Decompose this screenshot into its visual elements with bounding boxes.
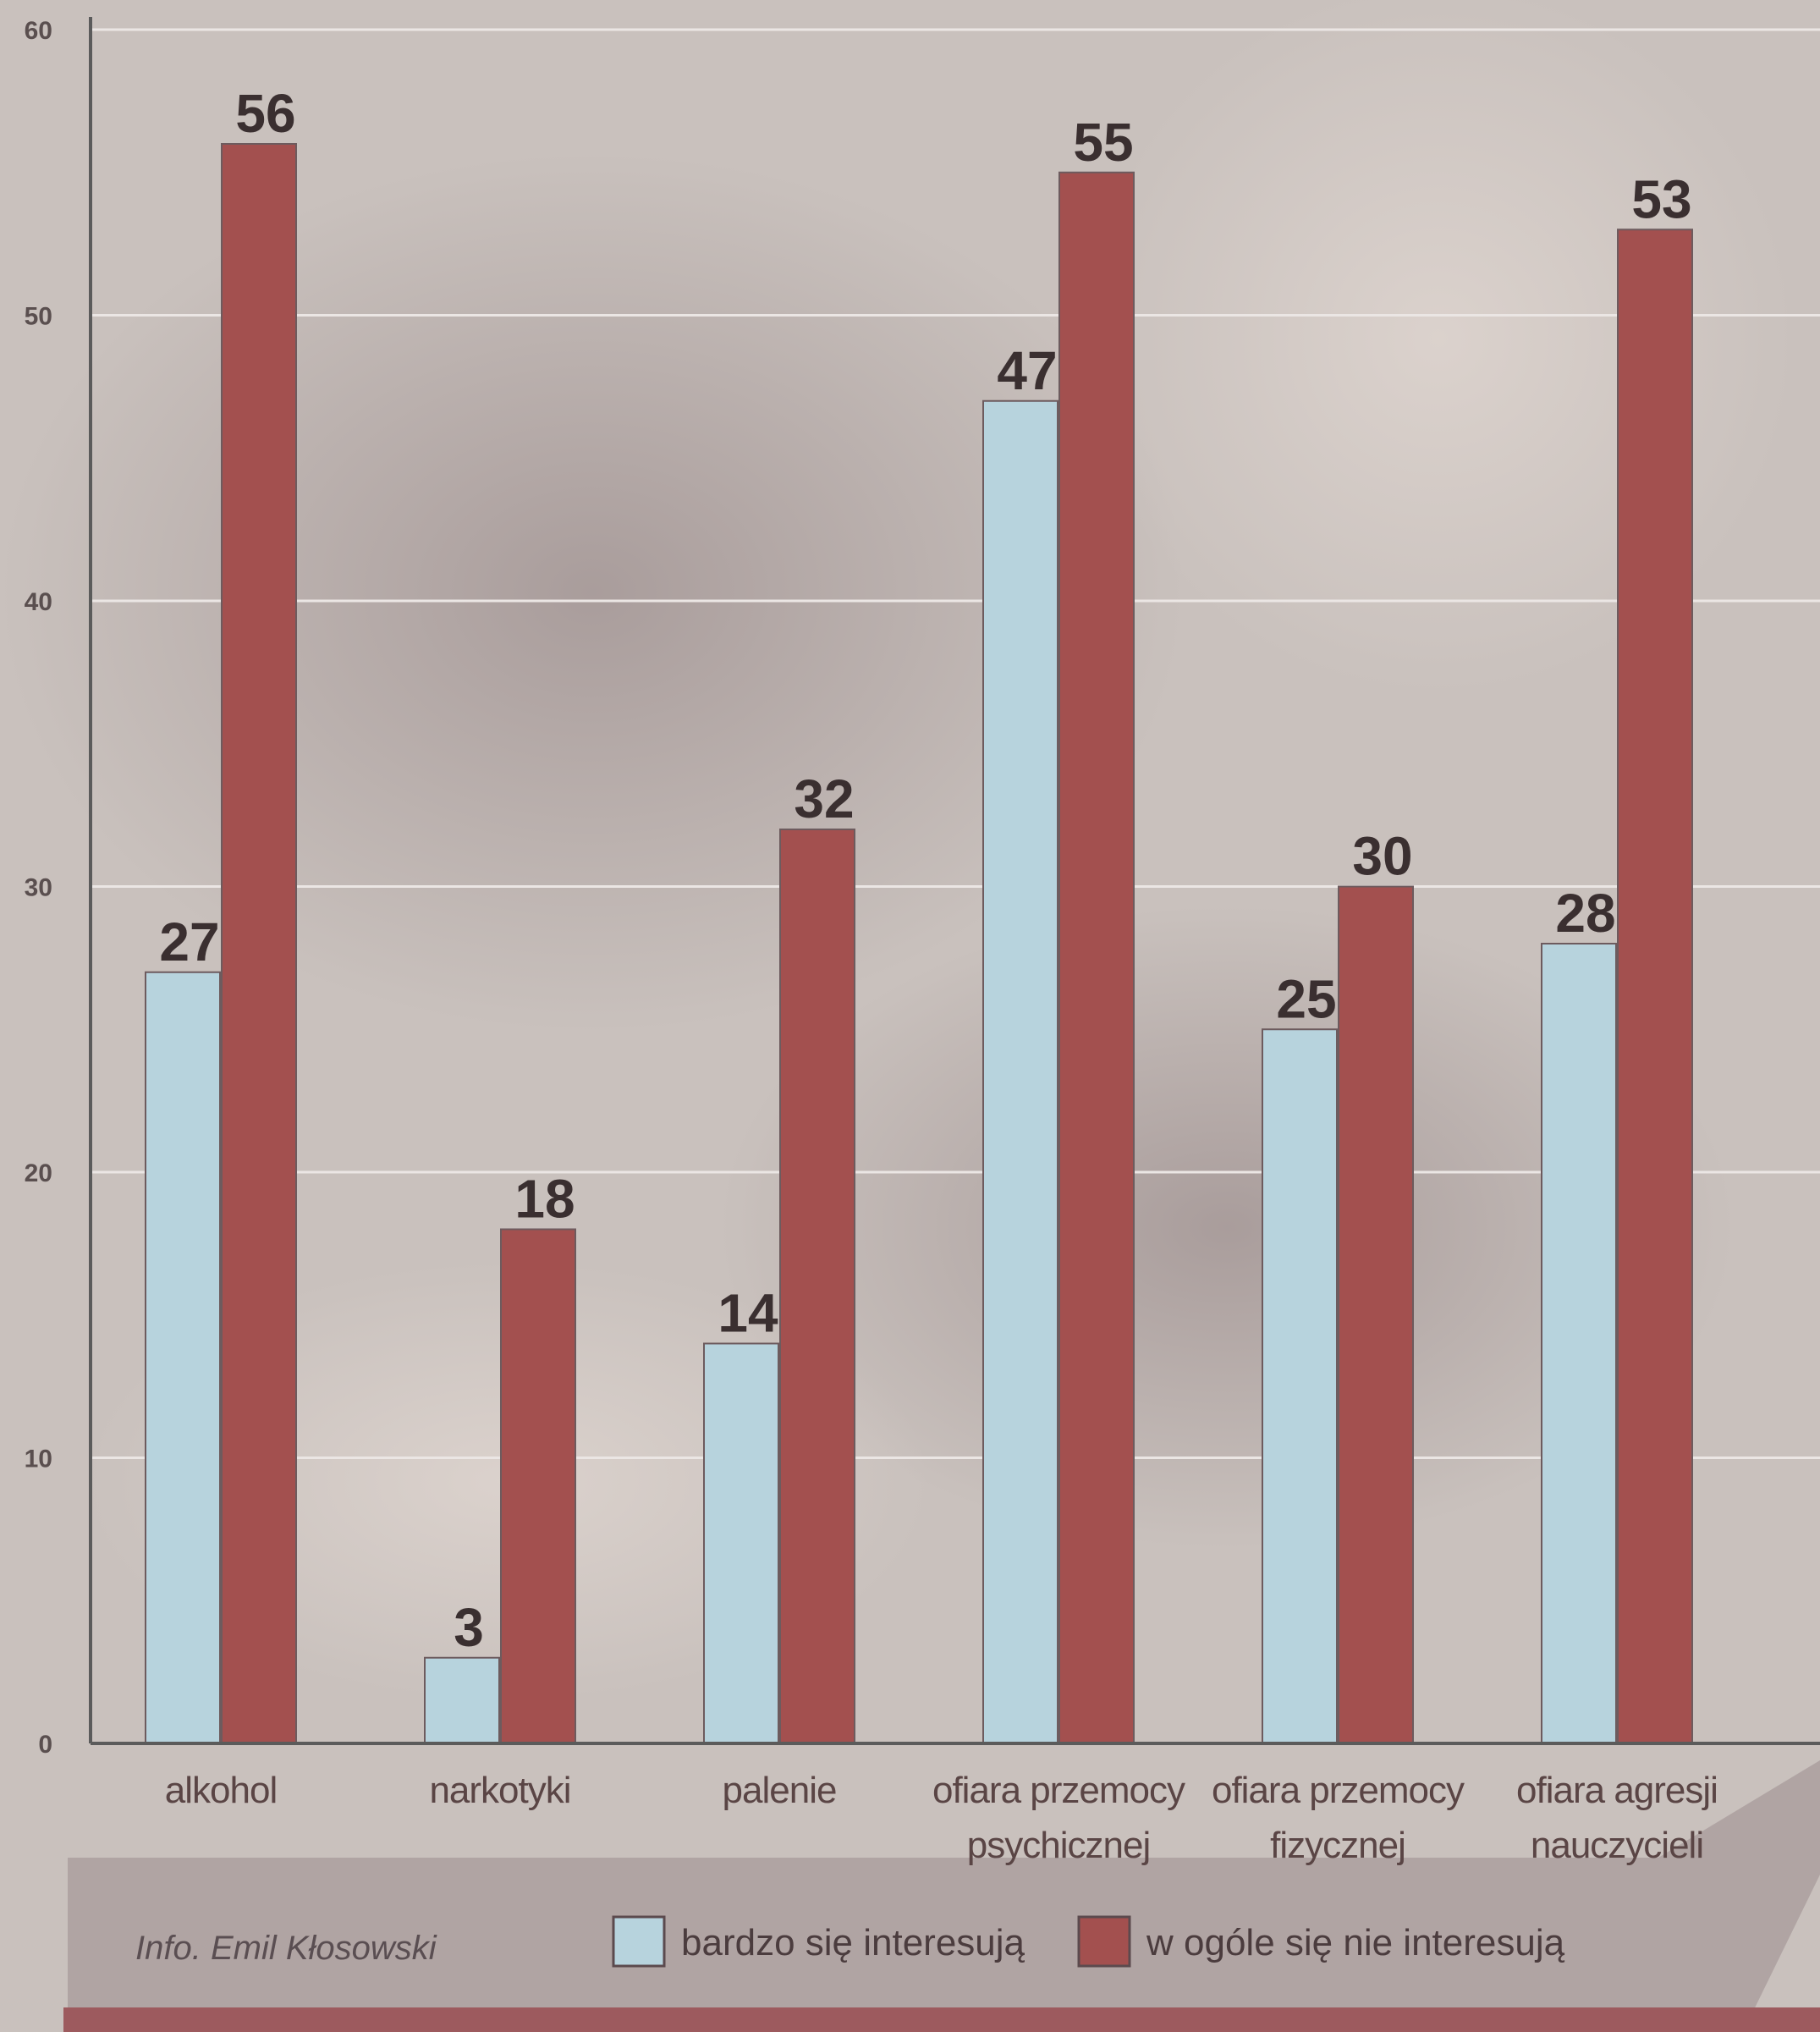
- footer-band: [68, 1760, 1820, 2032]
- bar-1-series-0: [424, 1656, 500, 1744]
- x-category-label-1-0: narkotyki: [429, 1770, 570, 1811]
- x-category-label-0-0: alkohol: [165, 1770, 277, 1811]
- x-category-label-3-0: ofiara przemocy: [932, 1770, 1185, 1811]
- value-label-5-series-1: 53: [1631, 168, 1691, 229]
- y-tick-label-6: 60: [25, 17, 52, 45]
- bar-0-series-1: [221, 143, 297, 1744]
- x-category-label-5-0: ofiara agresji: [1516, 1770, 1718, 1811]
- bar-0-series-0: [145, 971, 221, 1744]
- y-tick-label-4: 40: [25, 588, 52, 616]
- x-category-label-4-1: fizycznej: [1270, 1825, 1405, 1866]
- value-label-2-series-0: 14: [718, 1283, 778, 1344]
- x-axis-category-labels: alkohol narkotyki palenie ofiara przemocy ps…: [165, 1770, 1718, 1866]
- bar-3-series-1: [1058, 171, 1135, 1744]
- value-label-5-series-0: 28: [1555, 883, 1615, 944]
- y-tick-label-2: 20: [25, 1159, 52, 1187]
- x-category-label-2-0: palenie: [723, 1770, 837, 1811]
- bar-2-series-0: [703, 1342, 779, 1744]
- value-label-1-series-0: 3: [454, 1597, 484, 1658]
- axes: [89, 17, 1820, 1745]
- credit-text: Info. Emil Kłosowski: [135, 1930, 437, 1967]
- chart-footer: [63, 1760, 1820, 2032]
- value-labels: 27 56 3 18 14 32 47 55 25 30 28 53: [159, 83, 1691, 1658]
- legend-swatch-1: [1077, 1915, 1131, 1968]
- value-label-4-series-0: 25: [1276, 968, 1336, 1029]
- bar-4-series-1: [1338, 885, 1414, 1744]
- value-label-0-series-0: 27: [159, 911, 219, 972]
- x-category-label-4-0: ofiara przemocy: [1212, 1770, 1465, 1811]
- legend-label-0: bardzo się interesują: [681, 1922, 1025, 1963]
- bar-1-series-1: [500, 1228, 576, 1744]
- bar-4-series-0: [1262, 1028, 1338, 1744]
- bar-5-series-0: [1541, 943, 1617, 1744]
- legend-swatch-0: [612, 1915, 666, 1968]
- y-tick-label-3: 30: [25, 874, 52, 902]
- bar-2-series-1: [779, 829, 855, 1744]
- bars: [145, 143, 1693, 1744]
- y-tick-label-0: 0: [38, 1731, 52, 1759]
- x-category-label-5-1: nauczycieli: [1531, 1825, 1703, 1866]
- x-category-label-3-1: psychicznej: [967, 1825, 1150, 1866]
- value-label-3-series-1: 55: [1073, 112, 1133, 173]
- bar-3-series-0: [982, 399, 1058, 1744]
- footer-stripe: [63, 2007, 1820, 2032]
- value-label-4-series-1: 30: [1352, 826, 1412, 887]
- value-label-3-series-0: 47: [997, 340, 1057, 401]
- y-axis-ticks: 0 10 20 30 40 50 60: [25, 17, 52, 1759]
- y-tick-label-1: 10: [25, 1446, 52, 1473]
- value-label-2-series-1: 32: [794, 768, 854, 829]
- legend-label-1: w ogóle się nie interesują: [1146, 1922, 1565, 1963]
- legend: bardzo się interesują w ogóle się nie int…: [612, 1915, 1565, 1968]
- value-label-1-series-1: 18: [514, 1169, 575, 1230]
- y-tick-label-5: 50: [25, 303, 52, 331]
- value-label-0-series-1: 56: [235, 83, 295, 144]
- grid-lines: [91, 28, 1820, 1459]
- bar-5-series-1: [1617, 229, 1693, 1744]
